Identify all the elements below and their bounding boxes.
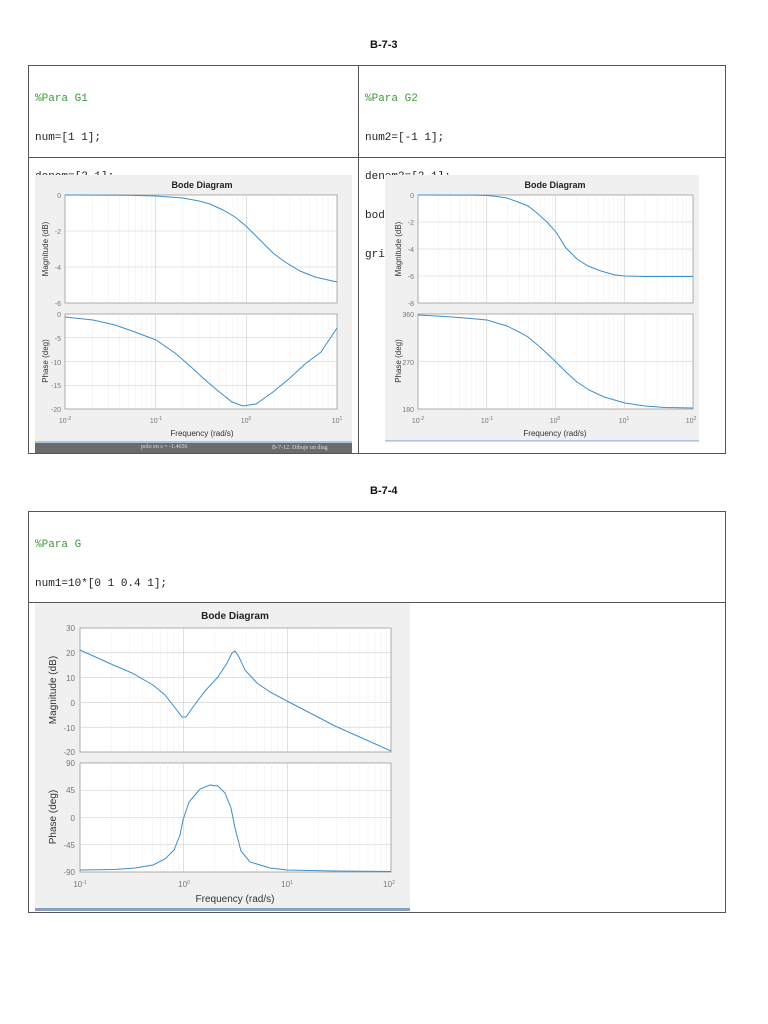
svg-text:-20: -20 xyxy=(63,748,75,757)
chart-title: Bode Diagram xyxy=(171,180,232,190)
svg-text:-45: -45 xyxy=(63,841,75,850)
y-axis-label-phase: Phase (deg) xyxy=(394,339,403,383)
section-heading-b-7-3: B-7-3 xyxy=(370,39,398,51)
bode-plot-g-svg: Bode Diagram 30 20 10 0 -10 -20 Magnitud… xyxy=(35,611,410,911)
svg-text:-5: -5 xyxy=(55,336,61,343)
cropped-text-left: polo en s = -1.4656 xyxy=(141,444,188,450)
cropped-text-right: B-7-12. Dibuje un diag xyxy=(272,445,328,451)
svg-text:45: 45 xyxy=(66,786,75,795)
phase-curve xyxy=(417,314,694,409)
section-heading-b-7-4: B-7-4 xyxy=(370,485,398,497)
svg-text:-90: -90 xyxy=(63,868,75,877)
table-b-7-4 xyxy=(28,511,726,913)
y-axis-ticks-magnitude: 0 -2 -4 -6 xyxy=(55,193,61,308)
y-axis-label-phase: Phase (deg) xyxy=(48,790,59,844)
y-axis-ticks-phase: 360 270 180 xyxy=(402,312,414,414)
y-axis-label-phase: Phase (deg) xyxy=(41,339,50,383)
svg-text:-2: -2 xyxy=(408,220,414,227)
chart-title: Bode Diagram xyxy=(201,611,269,622)
svg-text:-4: -4 xyxy=(55,265,61,272)
code-line: num1=10*[0 1 0.4 1]; xyxy=(35,578,168,590)
svg-text:0: 0 xyxy=(57,312,61,319)
svg-text:0: 0 xyxy=(71,699,76,708)
svg-text:30: 30 xyxy=(66,624,75,633)
phase-curve xyxy=(79,784,392,872)
x-axis-ticks: 10-2 10-1 100 101 102 xyxy=(412,416,697,425)
magnitude-curve xyxy=(417,194,693,277)
table-row-divider xyxy=(28,157,726,158)
code-comment: %Para G xyxy=(35,539,82,551)
svg-text:270: 270 xyxy=(402,360,414,367)
svg-text:0: 0 xyxy=(410,193,414,200)
y-axis-label-magnitude: Magnitude (dB) xyxy=(48,656,59,724)
x-axis-ticks: 10-2 10-1 100 101 xyxy=(59,416,343,425)
code-comment: %Para G1 xyxy=(35,93,88,105)
svg-text:-8: -8 xyxy=(408,301,414,308)
svg-text:100: 100 xyxy=(241,416,252,425)
y-axis-label-magnitude: Magnitude (dB) xyxy=(41,221,50,276)
code-line: grid xyxy=(365,249,392,261)
svg-text:-10: -10 xyxy=(63,724,75,733)
x-axis-ticks: 10-1 100 101 102 xyxy=(73,880,395,889)
table-column-divider xyxy=(358,65,359,454)
svg-text:101: 101 xyxy=(281,880,293,889)
svg-text:10: 10 xyxy=(66,674,75,683)
svg-text:100: 100 xyxy=(178,880,190,889)
y-axis-label-magnitude: Magnitude (dB) xyxy=(394,221,403,276)
magnitude-curve xyxy=(79,649,392,752)
table-row-divider xyxy=(28,602,726,603)
bode-plot-g1-svg: Bode Diagram 0 -2 -4 -6 Magnitude (dB) xyxy=(35,180,352,453)
phase-curve xyxy=(64,316,338,407)
svg-text:-6: -6 xyxy=(408,274,414,281)
svg-text:180: 180 xyxy=(402,407,414,414)
magnitude-curve xyxy=(64,194,338,283)
code-comment: %Para G2 xyxy=(365,93,418,105)
y-axis-ticks-magnitude: 0 -2 -4 -6 -8 xyxy=(408,193,414,308)
code-line: num2=[-1 1]; xyxy=(365,132,445,144)
y-axis-ticks-magnitude: 30 20 10 0 -10 -20 xyxy=(63,624,75,757)
svg-text:101: 101 xyxy=(332,416,343,425)
svg-text:20: 20 xyxy=(66,649,75,658)
svg-text:-20: -20 xyxy=(51,407,61,414)
svg-text:-10: -10 xyxy=(51,360,61,367)
svg-text:102: 102 xyxy=(383,880,395,889)
svg-text:10-2: 10-2 xyxy=(412,416,424,425)
x-axis-label: Frequency (rad/s) xyxy=(523,429,586,438)
bode-figure-g2: Bode Diagram 0 -2 -4 -6 -8 Magnitude (dB… xyxy=(385,175,699,442)
svg-text:102: 102 xyxy=(686,416,697,425)
svg-text:-6: -6 xyxy=(55,301,61,308)
table-b-7-3 xyxy=(28,65,726,454)
y-axis-ticks-phase: 90 45 0 -45 -90 xyxy=(63,759,75,877)
bode-figure-g1: Bode Diagram 0 -2 -4 -6 Magnitude (dB) xyxy=(35,175,352,453)
bode-figure-g: Bode Diagram 30 20 10 0 -10 -20 Magnitud… xyxy=(35,603,410,911)
bode-plot-g2-svg: Bode Diagram 0 -2 -4 -6 -8 Magnitude (dB… xyxy=(385,180,699,442)
svg-text:101: 101 xyxy=(619,416,630,425)
svg-text:0: 0 xyxy=(71,814,76,823)
svg-text:-4: -4 xyxy=(408,247,414,254)
x-axis-label: Frequency (rad/s) xyxy=(196,894,275,905)
svg-text:90: 90 xyxy=(66,759,75,768)
svg-text:10-1: 10-1 xyxy=(150,416,162,425)
svg-text:360: 360 xyxy=(402,312,414,319)
svg-text:0: 0 xyxy=(57,193,61,200)
y-axis-ticks-phase: 0 -5 -10 -15 -20 xyxy=(51,312,61,414)
svg-text:10-2: 10-2 xyxy=(59,416,71,425)
svg-text:100: 100 xyxy=(550,416,561,425)
chart-title: Bode Diagram xyxy=(524,180,585,190)
code-line: num=[1 1]; xyxy=(35,132,102,144)
svg-text:-2: -2 xyxy=(55,229,61,236)
svg-text:-15: -15 xyxy=(51,383,61,390)
x-axis-label: Frequency (rad/s) xyxy=(170,429,233,438)
svg-text:10-1: 10-1 xyxy=(73,880,87,889)
svg-text:10-1: 10-1 xyxy=(481,416,493,425)
